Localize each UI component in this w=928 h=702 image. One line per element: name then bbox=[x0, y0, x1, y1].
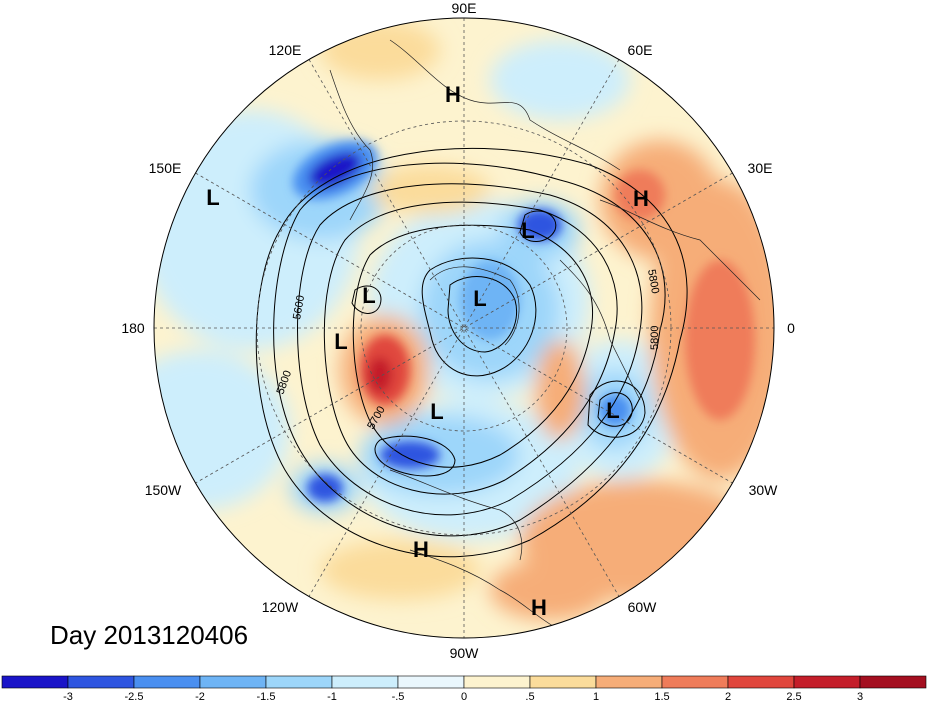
pressure-center-low: L bbox=[521, 218, 534, 243]
contour-label: 5600 bbox=[291, 294, 307, 320]
colorbar-tick-label: -1.5 bbox=[257, 691, 276, 702]
lon-label-150w: 150W bbox=[145, 482, 182, 498]
colorbar-tick-label: 0 bbox=[461, 691, 467, 702]
colorbar-tick-label: -3 bbox=[63, 691, 73, 702]
colorbar-tick-label: -2.5 bbox=[125, 691, 144, 702]
colorbar-tick-label: 1.5 bbox=[654, 691, 669, 702]
colorbar-swatches bbox=[1, 675, 927, 689]
colorbar-ticks: -3 -2.5 -2 -1.5 -1 -.5 0 .5 1 1.5 2 2.5 3 bbox=[63, 691, 863, 702]
colorbar-swatch bbox=[331, 675, 399, 689]
colorbar-swatch bbox=[133, 675, 201, 689]
polar-map: 90E 120E 60E 150E 30E 180 0 150W 30W 120… bbox=[121, 0, 795, 661]
colorbar-swatch bbox=[199, 675, 267, 689]
pressure-center-low: L bbox=[473, 286, 486, 311]
height-contours bbox=[255, 147, 688, 558]
pressure-center-high: H bbox=[445, 82, 461, 107]
graticule bbox=[154, 18, 774, 638]
lon-label-90w: 90W bbox=[450, 645, 480, 661]
colorbar-swatch bbox=[463, 675, 531, 689]
colorbar-tick-label: -1 bbox=[327, 691, 337, 702]
anomaly-field bbox=[154, 18, 774, 638]
lon-label-60w: 60W bbox=[628, 599, 658, 615]
coastlines bbox=[329, 39, 761, 631]
pressure-center-low: L bbox=[362, 283, 375, 308]
lon-label-30e: 30E bbox=[748, 160, 773, 176]
lon-label-120w: 120W bbox=[262, 599, 299, 615]
lon-label-150e: 150E bbox=[149, 160, 182, 176]
lon-label-30w: 30W bbox=[749, 482, 779, 498]
map-title: Day 2013120406 bbox=[50, 620, 249, 650]
contour-label: 5800 bbox=[649, 326, 661, 350]
pressure-center-low: L bbox=[606, 398, 619, 423]
colorbar-tick-label: 1 bbox=[593, 691, 599, 702]
lon-label-0: 0 bbox=[787, 320, 795, 336]
colorbar-swatch bbox=[67, 675, 135, 689]
colorbar-swatch bbox=[595, 675, 663, 689]
colorbar-swatch bbox=[793, 675, 861, 689]
colorbar-tick-label: -2 bbox=[195, 691, 205, 702]
colorbar-tick-label: 3 bbox=[857, 691, 863, 702]
pressure-center-low: L bbox=[206, 185, 219, 210]
contour-label: 5800 bbox=[645, 268, 661, 294]
colorbar-swatch bbox=[397, 675, 465, 689]
colorbar-swatch bbox=[265, 675, 333, 689]
colorbar-tick-label: 2.5 bbox=[786, 691, 801, 702]
lon-label-120e: 120E bbox=[269, 42, 302, 58]
lon-label-60e: 60E bbox=[628, 42, 653, 58]
pressure-center-low: L bbox=[334, 329, 347, 354]
map-boundary bbox=[153, 17, 775, 639]
colorbar-swatch bbox=[1, 675, 69, 689]
pressure-center-high: H bbox=[531, 595, 547, 620]
colorbar-swatch bbox=[661, 675, 729, 689]
colorbar-tick-label: .5 bbox=[525, 691, 534, 702]
lon-label-90e: 90E bbox=[452, 0, 477, 16]
pressure-center-high: H bbox=[413, 537, 429, 562]
lon-label-180: 180 bbox=[121, 320, 145, 336]
colorbar-tick-label: -.5 bbox=[392, 691, 405, 702]
colorbar-swatch bbox=[727, 675, 795, 689]
pressure-center-low: L bbox=[430, 399, 443, 424]
pressure-center-high: H bbox=[633, 186, 649, 211]
colorbar-swatch bbox=[859, 675, 927, 689]
colorbar-tick-label: 2 bbox=[725, 691, 731, 702]
colorbar: -3 -2.5 -2 -1.5 -1 -.5 0 .5 1 1.5 2 2.5 3 bbox=[1, 675, 927, 702]
colorbar-swatch bbox=[529, 675, 597, 689]
